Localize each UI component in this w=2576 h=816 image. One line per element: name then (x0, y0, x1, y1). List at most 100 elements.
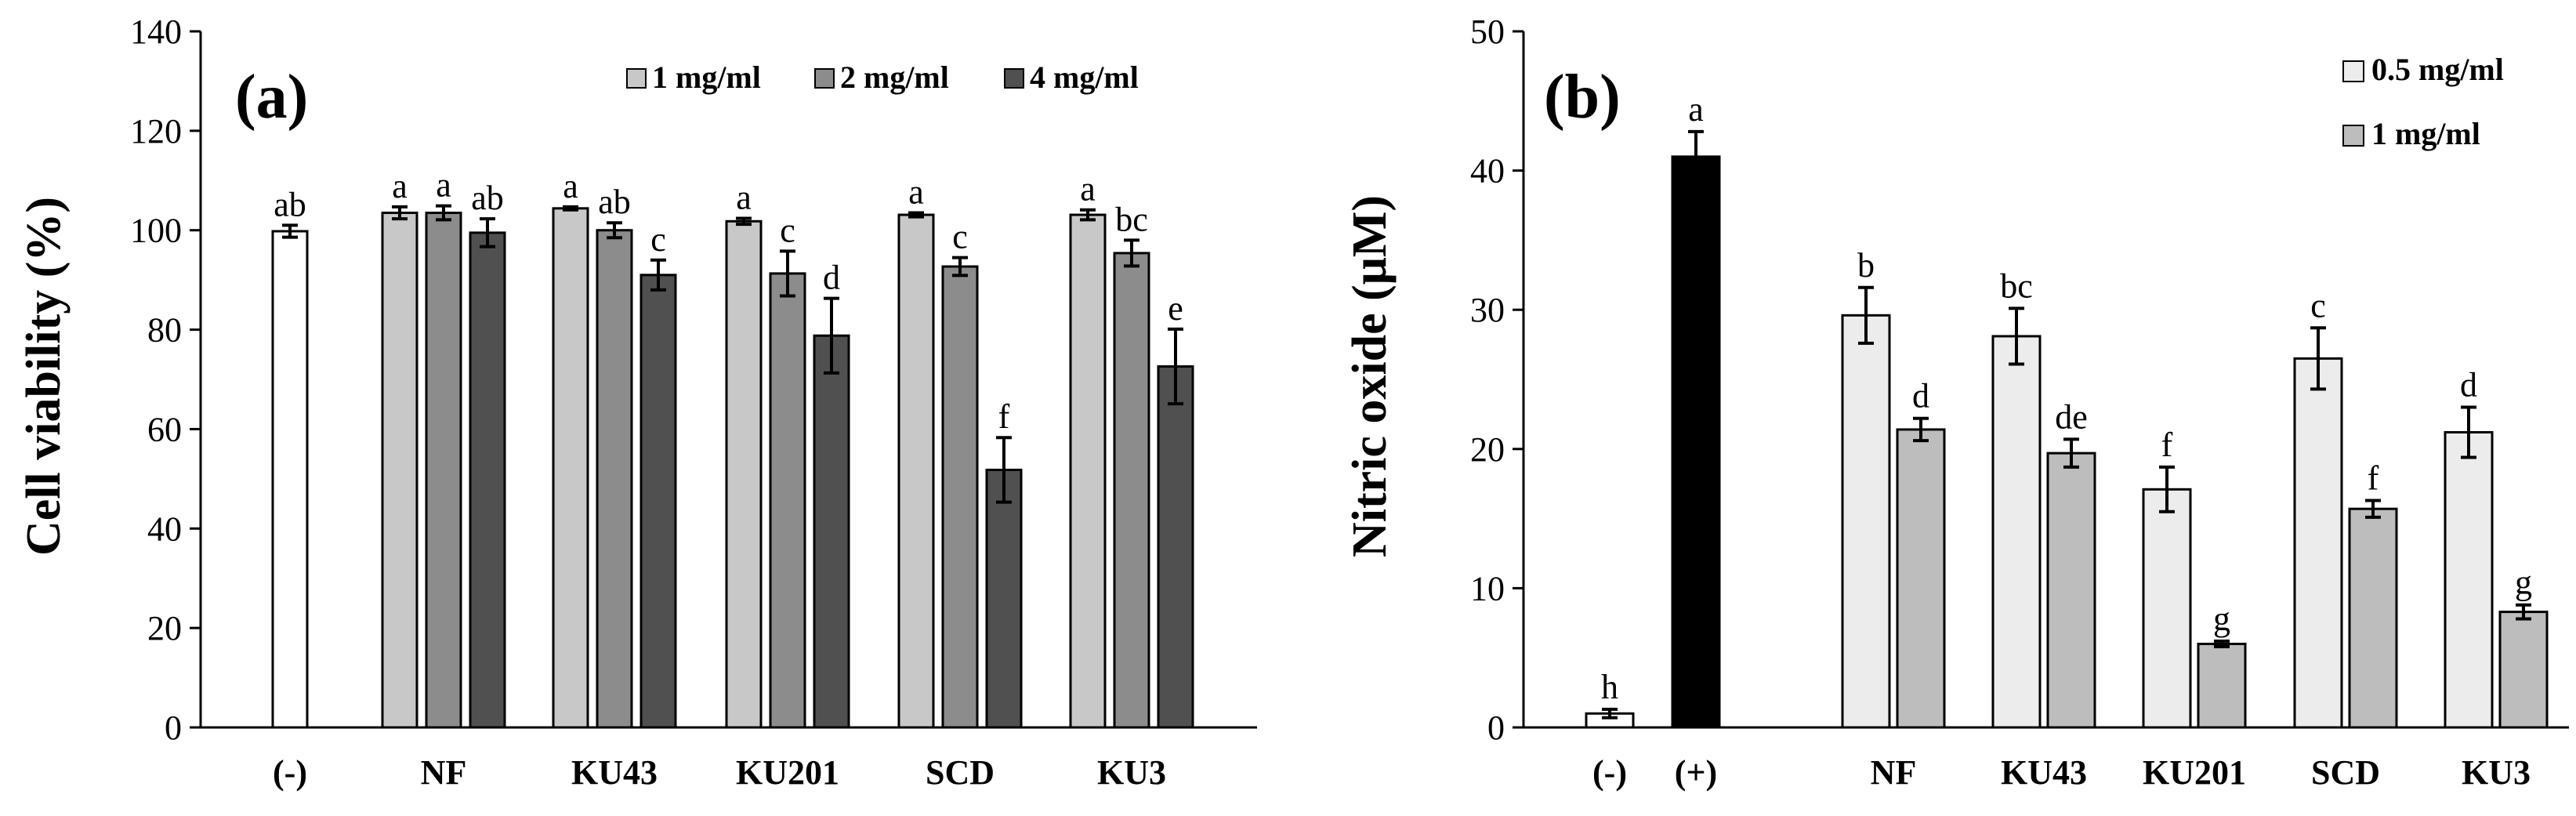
panel-a-bars (271, 207, 1194, 729)
panel-a-category-SCD: SCD (926, 753, 995, 792)
panel-a-y-tick-label-40: 40 (147, 510, 182, 548)
panel-b-bar-KU201-0 (2142, 488, 2192, 729)
panel-a-letter-NF-1: a (436, 166, 451, 205)
panel-b-letter-SCD-0: c (2310, 286, 2326, 325)
panel-b-bar-control-1 (1671, 155, 1721, 729)
panel-a-bar-KU43-2mgml (596, 229, 633, 729)
panel-a-legend-label-0: 1 mg/ml (652, 60, 761, 95)
panel-b-letter-KU3-1: g (2515, 564, 2532, 602)
panel-b-letter-SCD-1: f (2368, 459, 2379, 498)
panel-b-letter-NF-0: b (1857, 246, 1875, 285)
panel-b-y-tick-label-40: 40 (1470, 152, 1505, 190)
panel-a-bar-NF-4mgml (469, 231, 506, 729)
panel-a-bar-KU43-4mgml (639, 274, 677, 729)
panel-a-legend-swatch-2 (1004, 68, 1024, 89)
panel-a-legend-swatch-1 (814, 68, 835, 89)
panel-a-y-tick-label-0: 0 (165, 709, 182, 747)
panel-a-letter-KU201-0: a (736, 178, 752, 216)
panel-a-letter-KU3-0: a (1080, 170, 1096, 209)
panel-a-legend-label-2: 4 mg/ml (1030, 60, 1139, 95)
panel-a-bar-KU3-2mgml (1113, 252, 1150, 729)
panel-a-y-tick-label-20: 20 (147, 609, 182, 647)
panel-a-category-(-): (-) (273, 753, 307, 792)
panel-b-letter-control-1: a (1688, 90, 1704, 129)
panel-b-category-KU201: KU201 (2143, 753, 2246, 792)
panel-a-letter-SCD-1: c (952, 218, 968, 256)
panel-b-letter-KU43-1: de (2055, 397, 2088, 436)
panel-a-bar-SCD-1mgml (897, 213, 935, 729)
panel-a-y-tick-label-140: 140 (130, 13, 182, 51)
panel-a-bar-KU3-4mgml (1157, 365, 1194, 729)
panel-b-legend-label-0: 0.5 mg/ml (2371, 52, 2504, 87)
panel-b-legend-swatch-1 (2342, 125, 2364, 147)
panel-b-category-NF: NF (1871, 753, 1917, 792)
panel-b-bar-KU43-1 (2046, 452, 2096, 729)
panel-a-y-ticks: 0 20 40 60 80 100 120 140 (130, 13, 201, 747)
panel-b-legend: 0.5 mg/ml 1 mg/ml (2342, 52, 2504, 151)
panel-b-bar-SCD-1 (2348, 507, 2398, 729)
panel-b-category-(-): (-) (1592, 753, 1627, 792)
panel-b-label: (b) (1544, 63, 1621, 132)
panel-b-letter-KU3-0: d (2460, 366, 2477, 404)
panel-b-letter-control-0: h (1601, 668, 1618, 706)
panel-a-y-tick-label-60: 60 (147, 410, 182, 448)
panel-b-category-(+): (+) (1675, 753, 1717, 792)
panel-b-y-tick-label-50: 50 (1470, 13, 1505, 51)
panel-a-category-NF: NF (421, 753, 467, 792)
panel-b-letter-KU201-1: g (2213, 600, 2230, 638)
panel-a-letter-NF-2: ab (471, 179, 504, 217)
panel-a-bar-KU43-1mgml (552, 207, 589, 729)
panel-a-bar-NF-2mgml (425, 212, 462, 729)
panel-a-letter-KU43-1: ab (598, 183, 631, 221)
panel-a-bar-control (271, 230, 309, 729)
panel-b-legend-label-1: 1 mg/ml (2371, 116, 2480, 151)
panel-a-letter-KU43-2: c (650, 220, 666, 259)
panel-b-significance-letters: h a b bc f c d d de g f g (1601, 90, 2532, 706)
panel-b-y-axis-label: Nitric oxide (μM) (1343, 195, 1397, 557)
panel-a-y-tick-label-100: 100 (130, 212, 182, 250)
panel-a-legend-swatch-0 (626, 68, 647, 89)
panel-a-y-tick-label-120: 120 (130, 112, 182, 151)
panel-b-y-tick-label-30: 30 (1470, 291, 1505, 329)
panel-b-bar-KU3-0 (2444, 430, 2494, 729)
panel-b-bar-KU3-1 (2498, 611, 2549, 729)
panel-b-y-tick-label-10: 10 (1470, 569, 1505, 607)
panel-b-y-tick-label-20: 20 (1470, 430, 1505, 469)
panel-b-y-tick-label-0: 0 (1487, 709, 1505, 747)
panel-a-x-tick-labels: (-) NF KU43 KU201 SCD KU3 (273, 753, 1166, 792)
panel-a-category-KU3: KU3 (1097, 753, 1166, 792)
panel-b-bar-NF-0 (1841, 314, 1891, 729)
panel-a-bar-SCD-4mgml (985, 468, 1023, 729)
panel-b-bar-KU201-1 (2197, 642, 2247, 729)
panel-a-letter-SCD-0: a (908, 173, 924, 212)
panel-b-category-KU43: KU43 (2001, 753, 2087, 792)
panel-a-letter-control: ab (274, 185, 306, 223)
panel-a-letter-KU3-2: e (1168, 289, 1183, 328)
panel-a-category-KU201: KU201 (736, 753, 839, 792)
panel-a-letter-KU43-0: a (563, 167, 578, 205)
panel-a-y-axis-label: Cell viability (%) (17, 197, 71, 556)
panel-b-y-ticks: 0 10 20 30 40 50 (1470, 13, 1523, 747)
panel-b-letter-KU201-0: f (2161, 426, 2173, 464)
panel-a-bar-KU201-1mgml (725, 219, 763, 729)
panel-a-category-KU43: KU43 (571, 753, 658, 792)
panel-b-letter-KU43-0: bc (2000, 267, 2033, 305)
panel-a-legend: 1 mg/ml 2 mg/ml 4 mg/ml (626, 60, 1139, 95)
panel-a-bar-KU201-2mgml (769, 272, 806, 729)
panel-a-label: (a) (235, 63, 308, 132)
panel-b-legend-swatch-0 (2342, 60, 2364, 82)
panel-b-bar-KU43-0 (1991, 335, 2042, 729)
panel-b-letter-NF-1: d (1912, 377, 1929, 415)
panel-b-category-SCD: SCD (2311, 753, 2380, 792)
panel-b-error-bars (1602, 129, 2531, 720)
panel-a-letter-NF-0: a (392, 167, 408, 205)
panel-a-legend-label-1: 2 mg/ml (840, 60, 949, 95)
panel-a-bar-NF-1mgml (381, 212, 418, 729)
panel-a-bar-SCD-2mgml (941, 265, 979, 729)
panel-a-bar-KU201-4mgml (813, 334, 850, 729)
panel-a-error-bars (282, 204, 1183, 504)
panel-b-x-tick-labels: (-) (+) NF KU43 KU201 SCD KU3 (1592, 753, 2531, 792)
panel-a-y-tick-label-80: 80 (147, 311, 182, 350)
